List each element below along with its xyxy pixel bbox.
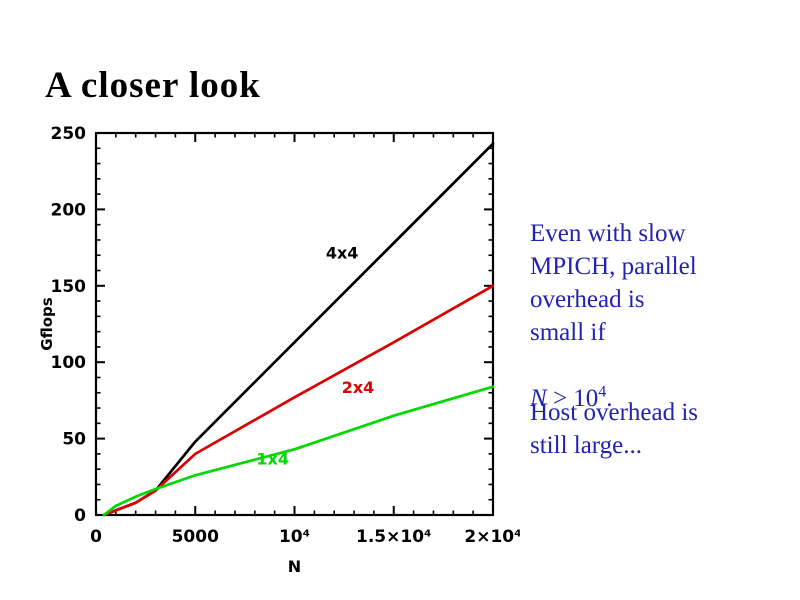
y-axis-label: Gflops bbox=[40, 297, 56, 350]
gflops-chart: 0 5000 10⁴ 1.5×10⁴ 2×10⁴ 0 50 100 150 200 250 N Gflo… bbox=[38, 118, 522, 588]
math-period: . bbox=[606, 385, 613, 412]
series-line-1x4 bbox=[102, 385, 495, 517]
note-parallel-overhead: Even with slow MPICH, parallel overhead … bbox=[530, 184, 790, 448]
series-label-1x4: 1x4 bbox=[256, 450, 289, 469]
chart-svg: 0 5000 10⁴ 1.5×10⁴ 2×10⁴ 0 50 100 150 200 250 N Gflo… bbox=[38, 124, 522, 576]
series-line-2x4 bbox=[102, 284, 495, 517]
y-tick-label: 50 bbox=[62, 430, 86, 450]
note-host-overhead: Host overhead is still large... bbox=[530, 399, 699, 459]
series-label-2x4: 2x4 bbox=[342, 378, 375, 397]
note-parallel-overhead-text: Even with slow MPICH, parallel overhead … bbox=[530, 220, 697, 346]
note-math-condition: N > 104. bbox=[530, 382, 790, 415]
series-label-4x4: 4x4 bbox=[326, 243, 359, 262]
slide-title: A closer look bbox=[45, 65, 261, 106]
y-tick-label: 0 bbox=[74, 506, 86, 526]
math-relation: > 10 bbox=[546, 385, 599, 412]
x-tick-label: 1.5×10⁴ bbox=[356, 527, 431, 547]
x-tick-label: 0 bbox=[90, 527, 102, 547]
x-tick-label: 5000 bbox=[172, 527, 219, 547]
y-tick-label: 150 bbox=[51, 277, 87, 297]
math-exponent: 4 bbox=[598, 383, 607, 401]
math-variable-n: N bbox=[530, 385, 547, 412]
x-tick-label: 2×10⁴ bbox=[464, 527, 520, 547]
x-tick-label: 10⁴ bbox=[279, 527, 310, 547]
y-tick-label: 200 bbox=[51, 200, 87, 220]
y-tick-label: 100 bbox=[51, 353, 87, 373]
x-axis-label: N bbox=[288, 557, 301, 576]
plot-box bbox=[94, 131, 495, 517]
series-line-4x4 bbox=[102, 142, 495, 517]
y-tick-label: 250 bbox=[51, 124, 87, 144]
